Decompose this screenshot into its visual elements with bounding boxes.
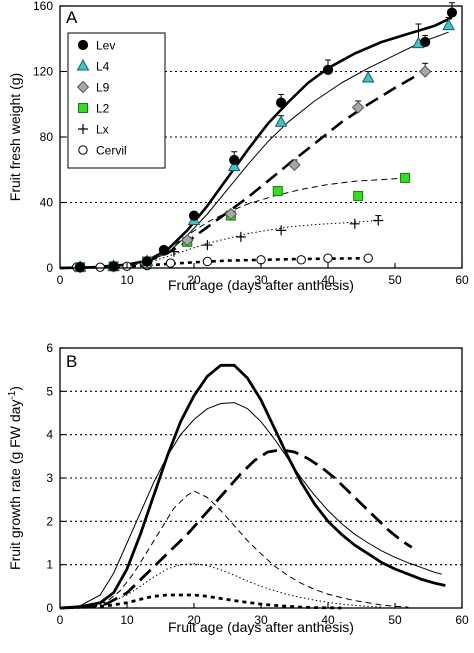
point-lev: [188, 210, 200, 221]
panel-a-x-tick-label: 40: [321, 273, 335, 287]
panel-a-y-tick-label: 160: [33, 0, 53, 13]
panel-b-y-label-end: ): [7, 386, 23, 391]
panel-b-x-axis-label: Fruit age (days after anthesis): [168, 619, 354, 635]
panel-b-y-tick-label: 5: [46, 384, 53, 398]
legend-label-l4: L4: [96, 60, 110, 74]
point-lx: [373, 215, 384, 226]
panel-b-x-tick-label: 20: [187, 613, 201, 627]
legend-label-l9: L9: [96, 81, 110, 95]
panel-a-error-bars: [191, 2, 455, 221]
rate-curve-thin-dash: [59, 490, 409, 609]
panel-a-y-tick-label: 80: [40, 130, 54, 144]
panel-a-x-tick-label: 0: [57, 273, 64, 287]
rate-curve-thin-solid: [59, 402, 443, 609]
panel-a-x-tick-label: 50: [388, 273, 402, 287]
panel-b-x-tick-label: 0: [57, 613, 64, 627]
point-l4: [442, 18, 455, 31]
panel-b-chart: 0 10 20 30 40 50 60 0 1 2 3 4 5 6 B Fruit age (days a…: [7, 341, 469, 635]
panel-b-y-label-main: Fruit growth rate (g FW day: [7, 400, 23, 570]
point-cervil: [323, 253, 333, 263]
point-l9: [288, 158, 301, 172]
panel-a-points: [72, 7, 458, 274]
panel-b-x-tick-label: 50: [388, 613, 402, 627]
point-cervil: [296, 255, 306, 265]
legend-label-cervil: Cervil: [96, 144, 127, 158]
panel-b-y-label-sup: -1: [7, 390, 18, 399]
point-l9: [418, 65, 432, 78]
point-l4: [361, 71, 375, 83]
panel-b-y-tick-label: 1: [46, 558, 53, 572]
point-l4: [274, 115, 288, 127]
panel-a-y-axis-label: Fruit fresh weight (g): [7, 73, 23, 201]
point-l2: [353, 190, 364, 201]
point-lev: [229, 154, 240, 166]
panel-b-x-tick-label: 60: [455, 613, 469, 627]
panel-b-y-tick-label: 6: [46, 341, 53, 355]
point-l9: [351, 101, 365, 114]
panel-a-x-tick-label: 30: [254, 273, 268, 287]
panel-b-y-tick-label: 2: [46, 514, 53, 528]
panel-a-x-tick-label: 20: [187, 273, 201, 287]
point-l4: [227, 159, 241, 171]
panel-a-y-tick-label: 0: [46, 261, 53, 275]
panel-a-y-tick-label: 40: [40, 196, 54, 210]
panel-b-x-tick-label: 40: [321, 613, 335, 627]
point-lev: [158, 244, 169, 256]
point-lev: [142, 256, 153, 267]
point-lx: [276, 225, 287, 236]
rate-curve-thick-solid: [59, 363, 446, 610]
point-cervil: [165, 258, 176, 268]
panel-b-y-axis-label: Fruit growth rate (g FW day-1): [7, 386, 23, 570]
point-lev: [108, 261, 119, 272]
rate-curve-thick-dash: [59, 448, 413, 610]
panel-b-ticks: 0 10 20 30 40 50 60 0 1 2 3 4 5 6: [46, 341, 469, 627]
panel-a-label: A: [66, 8, 78, 27]
panel-b-x-tick-label: 10: [120, 613, 134, 627]
point-lx: [349, 218, 360, 229]
legend-marker-lx: [78, 124, 88, 134]
point-cervil: [256, 255, 266, 265]
legend-marker-l9: [76, 80, 90, 94]
point-l9: [181, 233, 194, 247]
point-cervil: [363, 253, 373, 263]
point-l2: [400, 172, 411, 183]
panel-a-chart: 0 10 20 30 40 50 60 0 40 80 120 160 A Lev L4 L9 L2 Lx Ce…: [7, 0, 469, 293]
point-l2: [272, 186, 283, 197]
legend-label-lx: Lx: [96, 123, 109, 137]
panel-a-x-tick-label: 10: [120, 273, 134, 287]
legend-marker-l4: [76, 58, 90, 71]
point-cervil: [202, 256, 213, 267]
legend-label-l2: L2: [96, 102, 110, 116]
panel-b-lines: [59, 363, 446, 610]
panel-a-ticks: 0 10 20 30 40 50 60 0 40 80 120 160: [33, 0, 469, 287]
panel-a-x-axis-label: Fruit age (days after anthesis): [168, 277, 354, 293]
panel-b-y-tick-label: 4: [46, 428, 53, 442]
rate-curve-thick-dot: [59, 593, 342, 610]
panel-b-x-tick-label: 30: [254, 613, 268, 627]
panel-b-y-tick-label: 0: [46, 601, 53, 615]
point-lx: [202, 240, 213, 251]
panel-b-gridlines: [60, 390, 462, 566]
point-lev: [446, 7, 458, 18]
point-lx: [168, 246, 179, 257]
point-cervil: [95, 262, 105, 272]
point-lev: [322, 64, 334, 75]
legend-marker-lev: [77, 39, 89, 51]
rate-curve-dotted: [59, 563, 382, 609]
legend-marker-l2: [78, 103, 88, 113]
panel-b-y-tick-label: 3: [46, 471, 53, 485]
fit-curve-l9: [59, 75, 416, 270]
point-l9: [224, 207, 238, 221]
legend-marker-cervil: [78, 145, 88, 155]
point-lev: [420, 36, 431, 48]
point-lx: [235, 231, 246, 242]
panel-a-x-tick-label: 60: [455, 273, 469, 287]
legend-label-lev: Lev: [96, 39, 115, 53]
panel-b-label: B: [66, 352, 77, 371]
point-lev: [276, 97, 287, 108]
panel-a-y-tick-label: 120: [33, 65, 53, 79]
panel-a-legend: Lev L4 L9 L2 Lx Cervil: [67, 32, 166, 169]
point-lev: [75, 262, 86, 273]
